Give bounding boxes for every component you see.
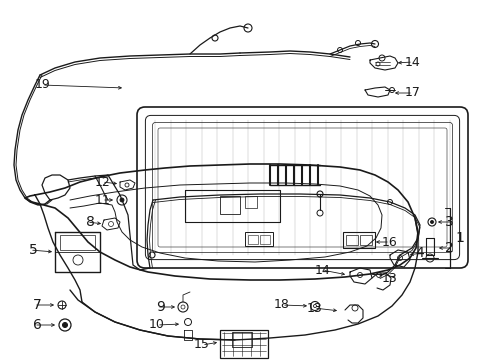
Bar xyxy=(220,196,240,214)
Text: 18: 18 xyxy=(274,298,290,311)
Text: 8: 8 xyxy=(86,215,95,229)
Text: 19: 19 xyxy=(34,78,50,91)
Text: 10: 10 xyxy=(149,319,165,332)
Bar xyxy=(232,332,252,347)
Text: 1: 1 xyxy=(455,231,464,245)
Text: 17: 17 xyxy=(405,86,421,99)
Text: 12: 12 xyxy=(94,175,110,189)
Text: 7: 7 xyxy=(33,298,42,312)
Bar xyxy=(343,232,375,248)
Bar xyxy=(245,196,257,208)
Text: 4: 4 xyxy=(415,246,424,260)
Circle shape xyxy=(120,198,124,202)
Bar xyxy=(346,235,358,245)
Text: 9: 9 xyxy=(156,300,165,314)
Text: 16: 16 xyxy=(382,235,398,248)
Text: 5: 5 xyxy=(29,243,38,257)
Text: 13: 13 xyxy=(306,302,322,315)
Text: 6: 6 xyxy=(33,318,42,332)
Circle shape xyxy=(431,220,434,224)
Text: 13: 13 xyxy=(382,271,398,284)
Bar xyxy=(60,235,95,250)
Text: 2: 2 xyxy=(445,241,454,255)
Text: 11: 11 xyxy=(94,194,110,207)
Text: 14: 14 xyxy=(314,264,330,276)
Bar xyxy=(248,235,258,244)
Bar xyxy=(245,232,273,246)
Bar xyxy=(360,235,372,245)
Text: 14: 14 xyxy=(405,55,421,68)
Text: 15: 15 xyxy=(194,338,210,351)
Bar xyxy=(260,235,270,244)
Bar xyxy=(220,330,268,358)
Text: 3: 3 xyxy=(445,215,454,229)
Circle shape xyxy=(63,323,68,328)
